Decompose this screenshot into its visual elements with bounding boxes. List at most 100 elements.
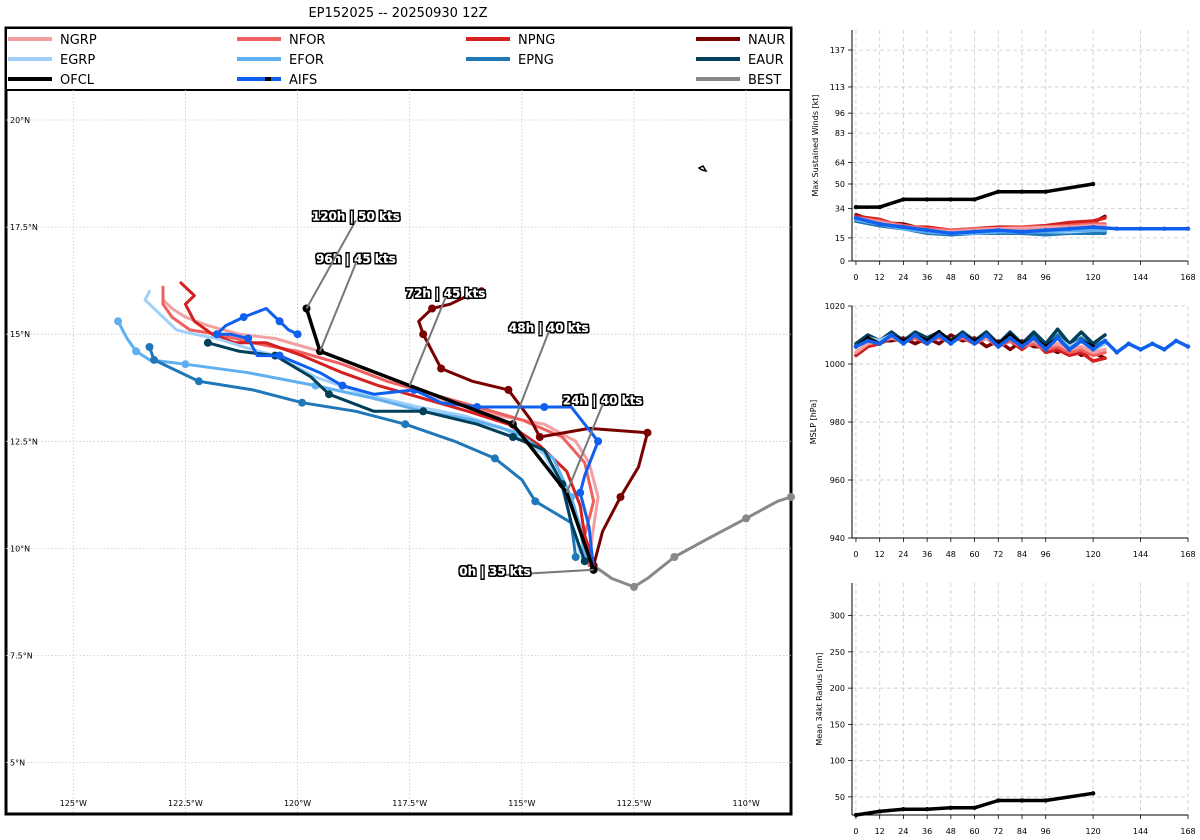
panel-x-tick: 144: [1133, 273, 1148, 282]
series-point-ofcl: [972, 805, 977, 810]
series-point-aifs: [1126, 341, 1131, 346]
series-point-ofcl: [901, 197, 906, 202]
legend-label-efor: EFOR: [289, 53, 324, 68]
panel-x-tick: 96: [1041, 550, 1051, 559]
legend-label-naur: NAUR: [748, 33, 785, 48]
legend-box: [5, 27, 792, 91]
series-point-aifs: [1185, 226, 1191, 231]
series-point-aifs: [877, 221, 882, 227]
panel-y-tick: 50: [835, 180, 845, 189]
series-point-aifs: [1043, 347, 1048, 352]
track-point-best: [787, 493, 795, 501]
panel-x-tick: 24: [898, 550, 908, 559]
map-grid: [6, 90, 791, 814]
panel-x-tick: 60: [969, 550, 979, 559]
panel-y-tick: 250: [830, 648, 845, 657]
map-lon-label: 112.5°W: [617, 799, 652, 808]
panel-y-tick: 100: [830, 757, 845, 766]
mslp-panel: 0 12 24 36 48 60 72 84 96 120 144 168 940 960 980 1000 1…: [809, 302, 1196, 559]
track-point-best: [670, 553, 679, 561]
series-point-aifs: [972, 341, 977, 346]
map-lon-label: 110°W: [733, 799, 760, 808]
panel-y-tick: 15: [835, 234, 845, 243]
track-point-eaur: [203, 338, 212, 347]
track-point-epng: [298, 398, 307, 407]
annotation-label: 48h | 40 kts: [509, 321, 589, 335]
legend: NGRP NFOR NPNG NAUR EGRP EFOR EPNG EAUR OFCL AIFS…: [8, 33, 785, 88]
series-point-ofcl: [1019, 189, 1025, 194]
series-point-aifs: [913, 332, 918, 338]
legend-label-ofcl: OFCL: [60, 73, 95, 88]
panel-x-tick: 48: [946, 550, 956, 559]
series-point-ofcl: [1043, 189, 1048, 194]
track-point-eaur: [325, 390, 333, 399]
map-lat-label: 5°N: [10, 759, 25, 768]
series-point-ofcl: [853, 812, 859, 818]
annotation-leader: [319, 262, 357, 352]
series-point-aifs: [1031, 335, 1037, 341]
legend-label-egrp: EGRP: [60, 53, 95, 68]
legend-label-ngrp: NGRP: [60, 33, 97, 48]
map-lon-label: 122.5°W: [168, 799, 203, 808]
panel-x-tick: 24: [898, 273, 908, 282]
map-lat-label: 15°N: [10, 330, 30, 339]
series-point-aifs: [1067, 347, 1072, 352]
panel-y-tick: 300: [830, 612, 845, 621]
panel-y-tick: 113: [830, 83, 845, 92]
series-point-aifs: [996, 228, 1001, 233]
annotation-leader: [511, 331, 550, 425]
panel-x-tick: 168: [1180, 550, 1195, 559]
map-lat-label: 17.5°N: [10, 223, 38, 232]
map-lat-label: 10°N: [10, 544, 30, 553]
annotation-label: 96h | 45 kts: [316, 252, 396, 266]
series-point-aifs: [1162, 226, 1167, 231]
series-point-aifs: [996, 344, 1001, 349]
series-point-aifs: [960, 332, 965, 338]
series-point-ofcl: [948, 197, 953, 202]
legend-label-nfor: NFOR: [289, 33, 325, 48]
panel-y-tick: 960: [830, 476, 845, 485]
track-point-ofcl: [302, 304, 311, 313]
panel-x-tick: 96: [1041, 273, 1051, 282]
series-point-aifs: [1102, 338, 1108, 343]
panel-x-tick: 36: [922, 273, 932, 282]
annotation-leader: [408, 297, 447, 386]
series-point-aifs: [1067, 226, 1072, 231]
series-point-aifs: [1090, 224, 1096, 230]
track-point-efor: [114, 317, 123, 326]
series-point-aifs: [1079, 338, 1084, 343]
series-point-aifs: [1090, 347, 1096, 352]
panel-x-tick: 144: [1133, 827, 1148, 836]
series-point-aifs: [1185, 344, 1191, 349]
series-point-ofcl: [996, 798, 1001, 803]
annotation-leader: [565, 404, 604, 494]
track-point-epng: [531, 497, 540, 506]
panel-x-tick: 72: [993, 550, 1003, 559]
track-point-aifs: [244, 334, 253, 343]
series-point-aifs: [1043, 228, 1048, 233]
figure-title: EP152025 -- 20250930 12Z: [308, 6, 487, 21]
series-point-aifs: [865, 338, 870, 343]
track-point-aifs: [293, 330, 302, 339]
panel-x-tick: 36: [922, 827, 932, 836]
panel-y-tick: 200: [830, 684, 845, 693]
track-point-epng: [571, 553, 580, 561]
panel-y-tick: 34: [835, 205, 845, 214]
map-lon-label: 120°W: [284, 799, 311, 808]
panel-y-label: Max Sustained Winds [kt]: [811, 94, 820, 196]
series-point-aifs: [1138, 347, 1143, 352]
track-npng: [179, 281, 596, 563]
track-point-aifs: [540, 403, 549, 411]
track-point-epng: [490, 454, 499, 463]
series-point-ofcl: [1090, 791, 1096, 796]
track-point-naur: [477, 287, 486, 296]
track-nfor: [161, 285, 596, 567]
track-point-ofcl: [508, 420, 517, 429]
track-point-epng: [145, 343, 154, 351]
series-point-aifs: [984, 332, 989, 338]
track-point-epng: [194, 377, 203, 386]
panel-x-tick: 12: [875, 273, 885, 282]
annotation-leader: [494, 568, 594, 577]
panel-x-tick: 12: [875, 827, 885, 836]
map-annotations: 0h | 35 kts 24h | 40 kts 48h | 40 kts 72h |…: [305, 209, 642, 579]
